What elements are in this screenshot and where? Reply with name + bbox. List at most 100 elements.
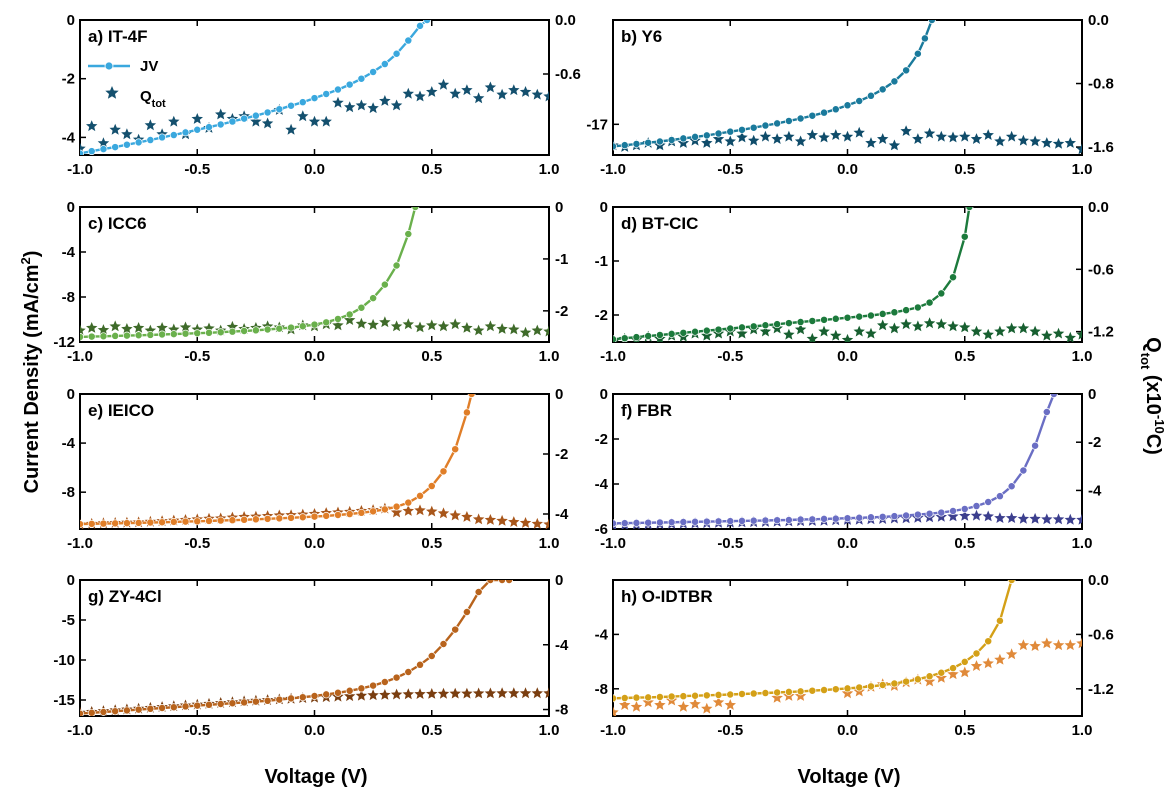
q-tot-point	[994, 325, 1006, 337]
q-tot-point	[923, 127, 936, 139]
q-tot-point	[841, 333, 854, 342]
x-tick-label: -1.0	[67, 722, 93, 739]
jv-point	[298, 322, 307, 331]
jv-point	[411, 207, 420, 211]
jv-point	[80, 149, 84, 155]
q-tot-point	[736, 327, 748, 339]
q-tot-point	[121, 323, 133, 334]
y-tick-label-right: -4	[555, 637, 569, 654]
y-tick-label-right: -4	[555, 506, 569, 523]
jv-point	[158, 704, 167, 712]
q-tot-point	[519, 86, 532, 97]
q-tot-point	[121, 128, 133, 140]
q-tot-point	[1029, 135, 1041, 147]
jv-point	[831, 685, 840, 694]
jv-point	[925, 672, 934, 681]
jv-point	[298, 693, 307, 702]
jv-point	[655, 331, 664, 339]
q-tot-point	[484, 320, 497, 332]
q-tot-point	[80, 324, 86, 336]
jv-point	[251, 111, 260, 120]
y-tick-label-left: -2	[595, 307, 608, 324]
q-tot-point	[379, 689, 391, 700]
jv-point	[439, 467, 448, 476]
q-tot-point	[900, 125, 912, 136]
q-tot-point	[1052, 327, 1065, 339]
jv-point	[632, 140, 641, 148]
q-tot-point	[461, 511, 473, 522]
jv-point	[111, 331, 120, 340]
jv-point	[263, 696, 272, 705]
q-tot-point	[630, 700, 643, 712]
jv-point	[773, 320, 782, 329]
q-tot-point	[806, 332, 818, 342]
q-tot-point	[97, 137, 110, 149]
jv-point	[380, 60, 389, 68]
jv-point	[146, 704, 155, 713]
jv-point	[287, 323, 295, 332]
jv-point	[87, 708, 96, 716]
jv-point	[87, 147, 96, 155]
jv-point	[620, 519, 629, 528]
q-tot-point	[191, 113, 203, 124]
y-tick-label-right: 0.0	[1088, 12, 1109, 29]
q-tot-point	[1029, 325, 1041, 337]
q-tot-point	[701, 137, 713, 148]
jv-point	[380, 280, 389, 289]
jv-point	[423, 20, 432, 24]
jv-point	[820, 514, 829, 523]
jv-point	[345, 686, 354, 695]
jv-point	[205, 516, 213, 525]
y-tick-label-right: -0.6	[1088, 261, 1114, 278]
q-tot-point	[1076, 513, 1082, 525]
jv-point	[369, 67, 378, 76]
jv-point	[620, 694, 629, 702]
q-tot-point	[947, 510, 959, 522]
jv-point	[620, 334, 629, 342]
y-tick-label-right: -1.6	[1088, 139, 1114, 156]
q-tot-point	[508, 323, 520, 335]
q-tot-point	[865, 137, 877, 148]
jv-point	[263, 325, 272, 334]
plot-area	[613, 207, 1082, 342]
x-tick-label: 1.0	[539, 161, 560, 178]
jv-point	[240, 327, 249, 335]
q-tot-point	[449, 318, 461, 330]
q-tot-point	[109, 123, 121, 135]
q-tot-point	[1064, 137, 1076, 148]
q-tot-point	[677, 700, 690, 712]
jv-point	[122, 331, 131, 340]
jv-point	[322, 90, 331, 98]
jv-point	[960, 232, 969, 241]
y-axis-title-left-end: )	[21, 251, 43, 258]
x-tick-label: 0.0	[304, 161, 325, 178]
jv-point	[205, 328, 213, 337]
jv-point	[761, 516, 770, 525]
x-tick-label: 0.5	[421, 535, 442, 552]
jv-point	[831, 314, 840, 323]
q-tot-point	[794, 323, 807, 335]
y-tick-label-left: 0	[600, 199, 608, 216]
jv-point	[878, 681, 887, 689]
y-tick-label-left: -10	[53, 652, 75, 669]
jv-point	[632, 333, 641, 342]
q-tot-point	[519, 687, 532, 699]
y-tick-label-right: -1.2	[1088, 681, 1114, 698]
jv-point	[181, 702, 190, 711]
jv-point	[972, 649, 981, 658]
q-tot-point	[841, 130, 854, 142]
jv-point	[831, 105, 840, 114]
q-tot-point	[783, 328, 795, 340]
jv-point	[702, 131, 711, 140]
q-tot-point	[402, 87, 414, 99]
q-tot-point	[449, 87, 461, 99]
jv-point	[111, 143, 120, 152]
jv-point	[357, 74, 366, 83]
q-tot-point	[484, 687, 497, 699]
jv-point	[193, 701, 202, 710]
panel-label: e) IEICO	[88, 401, 154, 420]
jv-point	[949, 507, 957, 515]
x-tick-label: -0.5	[184, 348, 210, 365]
jv-point	[451, 445, 460, 454]
x-tick-label: 0.0	[837, 348, 858, 365]
